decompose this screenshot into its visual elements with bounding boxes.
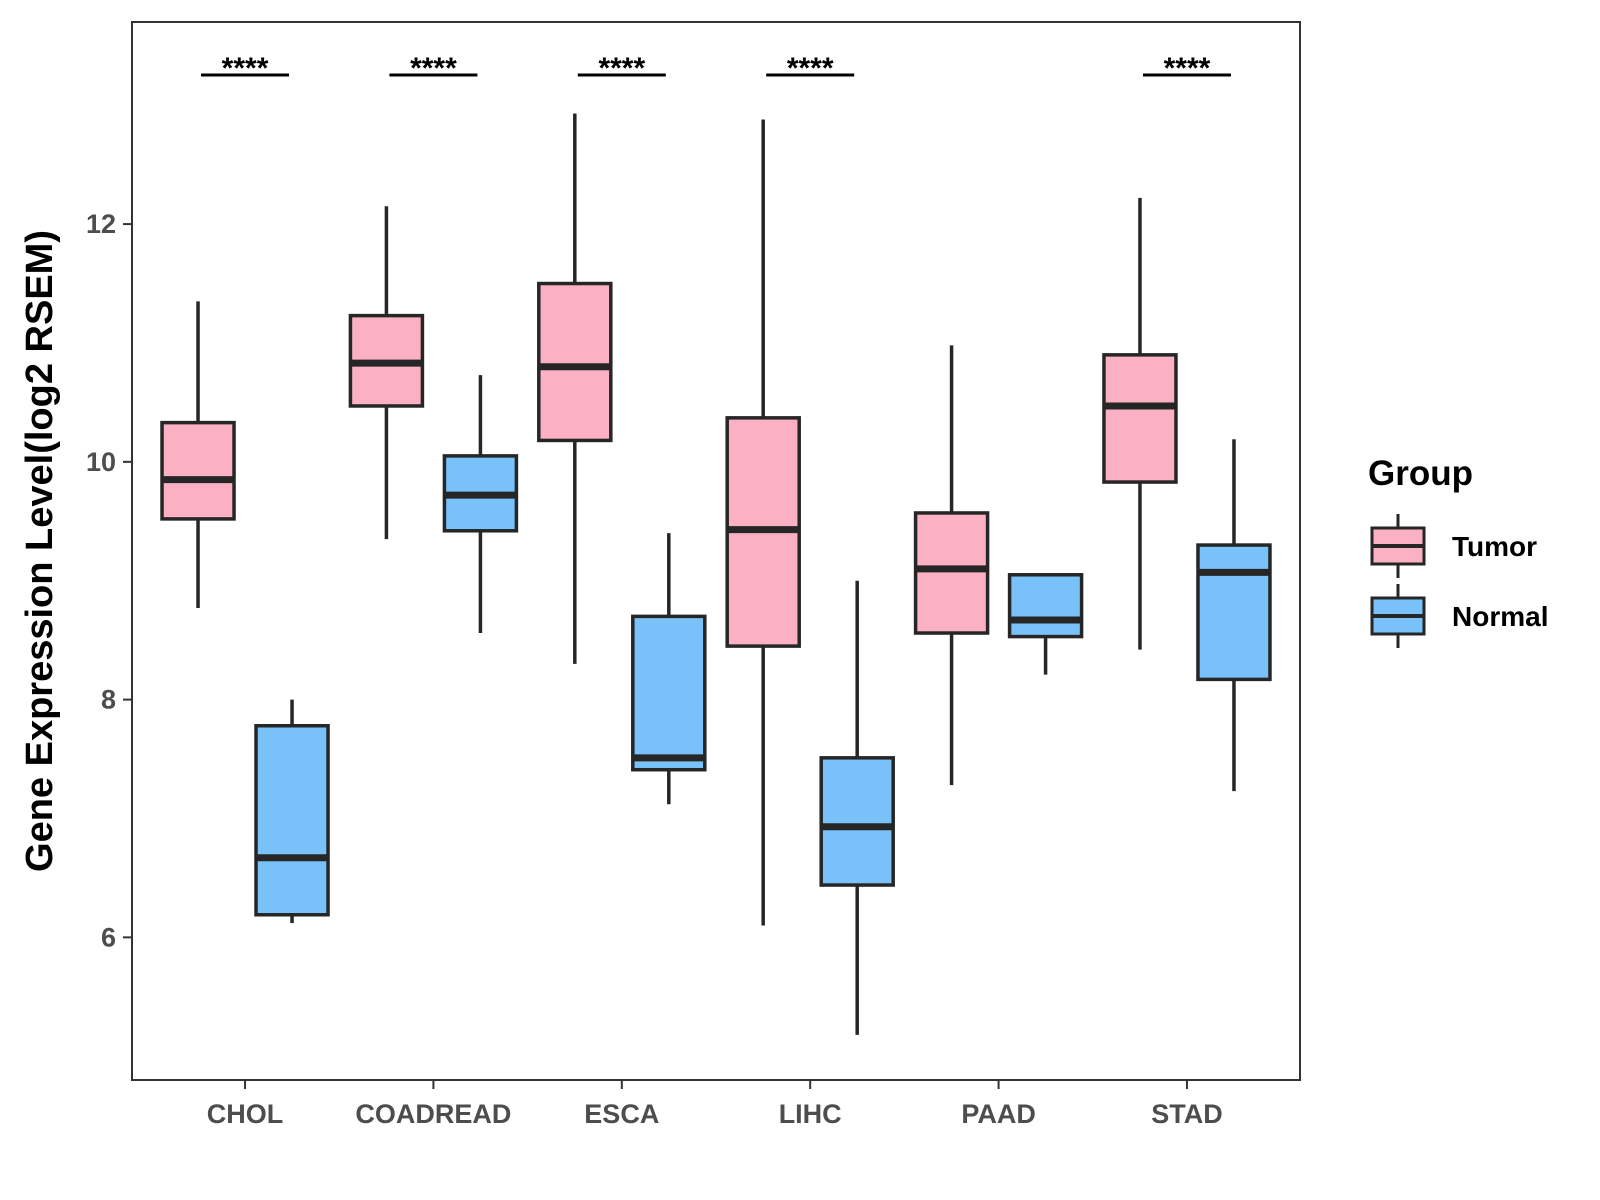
box-iqr <box>819 756 895 887</box>
legend-label: Normal <box>1452 601 1548 632</box>
significance-stad: **** <box>1142 52 1231 85</box>
box-iqr <box>160 420 236 521</box>
significance-label: **** <box>1164 52 1211 85</box>
legend-item-tumor: Tumor <box>1370 514 1537 578</box>
legend-label: Tumor <box>1452 531 1537 562</box>
x-tick-label: ESCA <box>584 1099 659 1129</box>
box-iqr <box>631 614 707 772</box>
box-normal-coadread <box>442 375 519 634</box>
legend-item-normal: Normal <box>1370 584 1548 648</box>
legend: Group Tumor Normal <box>1368 454 1548 648</box>
box-normal-stad <box>1196 439 1272 792</box>
x-tick-label: STAD <box>1151 1099 1223 1129</box>
box-tumor-stad <box>1102 197 1178 650</box>
y-tick-label: 12 <box>86 209 116 239</box>
box-tumor-paad <box>913 345 990 786</box>
x-tick-label: PAAD <box>961 1099 1036 1129</box>
box-tumor-coadread <box>348 206 425 540</box>
y-tick-label: 6 <box>101 922 116 952</box>
box-iqr <box>537 281 613 443</box>
box-iqr <box>254 723 330 917</box>
box-iqr <box>1196 543 1272 682</box>
significance-annotations: **** **** **** **** **** <box>201 52 1231 85</box>
significance-label: **** <box>410 52 457 85</box>
x-tick-label: LIHC <box>779 1099 842 1129</box>
box-normal-lihc <box>819 580 895 1035</box>
x-axis: CHOL COADREAD ESCA LIHC PAAD STAD <box>207 1080 1223 1129</box>
legend-title: Group <box>1368 454 1473 493</box>
significance-label: **** <box>787 52 834 85</box>
plot-panel-border <box>131 21 1301 1081</box>
box-iqr <box>1007 573 1084 639</box>
significance-coadread: **** <box>389 52 478 85</box>
significance-chol: **** <box>201 52 290 85</box>
box-tumor-lihc <box>725 119 801 926</box>
box-normal-chol <box>254 699 330 924</box>
y-tick-label: 8 <box>101 685 116 715</box>
significance-esca: **** <box>577 52 666 85</box>
y-axis: 6 8 10 12 <box>86 209 132 952</box>
x-tick-label: CHOL <box>207 1099 284 1129</box>
significance-label: **** <box>222 52 269 85</box>
boxes-layer <box>160 113 1272 1035</box>
box-iqr <box>913 511 990 635</box>
box-tumor-chol <box>160 301 236 609</box>
box-tumor-esca <box>537 113 613 664</box>
box-normal-esca <box>631 533 707 805</box>
y-tick-label: 10 <box>86 447 116 477</box>
box-normal-paad <box>1007 573 1084 675</box>
y-axis-title: Gene Expression Level(log2 RSEM) <box>19 230 61 872</box>
box-iqr <box>1102 353 1178 484</box>
x-tick-label: COADREAD <box>355 1099 511 1129</box>
significance-label: **** <box>598 52 645 85</box>
significance-lihc: **** <box>766 52 855 85</box>
